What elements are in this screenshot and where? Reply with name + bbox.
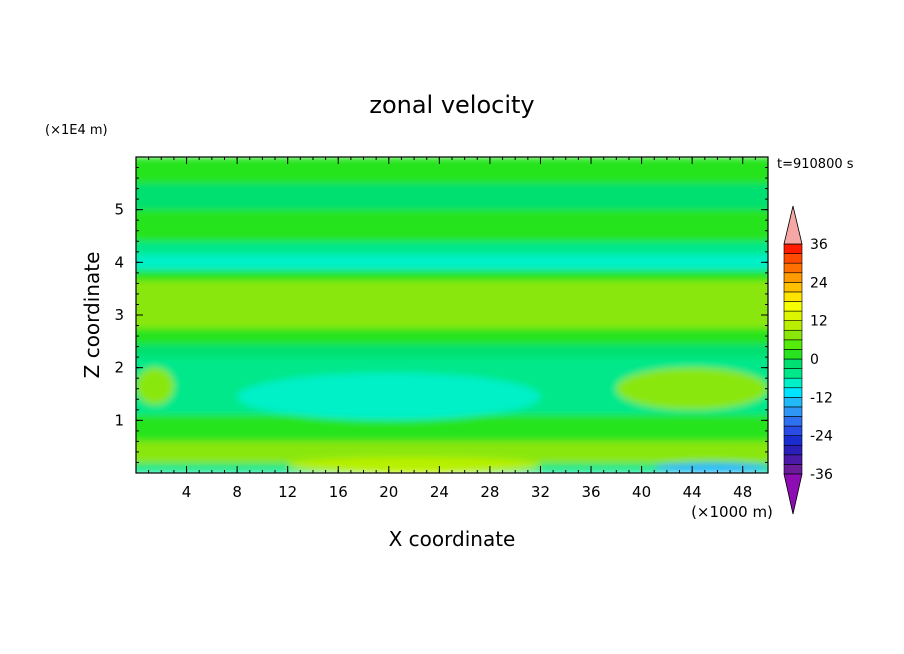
x-tick-label: 12: [278, 483, 297, 501]
colorbar-tick-label: -24: [810, 429, 833, 445]
contour-band: [136, 441, 768, 464]
colorbar-segment: [783, 444, 803, 456]
colorbar-segment: [783, 377, 803, 389]
colorbar-segment: [783, 349, 803, 360]
colorbar: 36 24 12 0 -12 -24 -36: [783, 205, 833, 515]
x-tick-label: 36: [581, 483, 600, 501]
colorbar-over-arrow: [783, 205, 803, 245]
colorbar-tick-label: 24: [810, 275, 828, 291]
contour-band: [136, 254, 768, 271]
colorbar-segment: [783, 339, 803, 350]
colorbar-segment: [783, 406, 803, 417]
x-tick-label: 20: [379, 483, 398, 501]
x-tick-label: 48: [733, 483, 752, 501]
chart-title: zonal velocity: [369, 91, 534, 119]
contour-band: [136, 280, 768, 329]
y-tick-label: 2: [114, 359, 124, 377]
contour-band: [136, 183, 768, 210]
colorbar-segment: [783, 282, 803, 293]
colorbar-tick-label: 12: [810, 314, 828, 330]
contour-feature: [654, 462, 768, 473]
colorbar-segment: [783, 464, 803, 475]
colorbar-segment: [783, 425, 803, 436]
y-axis-label: Z coordinate: [80, 252, 104, 379]
y-axis: 1 2 3 4 5: [114, 167, 768, 463]
colorbar-tick-label: 36: [810, 237, 828, 253]
colorbar-segment: [783, 397, 803, 408]
colorbar-segment: [783, 320, 803, 331]
colorbar-tick-label: -36: [810, 467, 833, 483]
x-tick-label: 24: [430, 483, 449, 501]
colorbar-tick-label: 0: [810, 352, 819, 368]
colorbar-segment: [783, 368, 803, 379]
colorbar-under-arrow: [783, 473, 803, 515]
colorbar-segment: [783, 329, 803, 341]
contour-band: [136, 209, 768, 242]
x-tick-label: 40: [632, 483, 651, 501]
x-axis-label: X coordinate: [389, 527, 516, 551]
contour-band: [136, 241, 768, 255]
contour-feature: [287, 457, 541, 473]
colorbar-tick-label: -12: [810, 390, 833, 406]
contour-field: [136, 157, 768, 473]
contour-feature: [237, 372, 541, 421]
y-tick-label: 3: [114, 306, 124, 324]
x-unit-label: (×1000 m): [691, 503, 773, 521]
x-axis: 4 8 12 16 20 24 28 32 36 40 44 48: [148, 157, 756, 501]
x-tick-label: 4: [182, 483, 192, 501]
x-tick-label: 44: [683, 483, 702, 501]
colorbar-segment: [783, 262, 803, 274]
y-tick-label: 5: [114, 201, 124, 219]
y-tick-label: 4: [114, 253, 124, 271]
y-unit-label: (×1E4 m): [45, 123, 108, 138]
plot-area: [136, 157, 768, 473]
colorbar-segment: [783, 243, 803, 254]
contour-band: [136, 270, 768, 281]
colorbar-segment: [783, 454, 803, 465]
contour-band: [136, 157, 768, 184]
contour-band: [136, 343, 768, 358]
contour-band: [136, 415, 768, 442]
contour-band: [136, 328, 768, 344]
x-tick-label: 8: [232, 483, 242, 501]
contour-feature: [616, 367, 768, 410]
colorbar-segment: [783, 416, 803, 427]
colorbar-segment: [783, 435, 803, 446]
colorbar-segment: [783, 387, 803, 398]
y-tick-label: 1: [114, 411, 124, 429]
x-tick-label: 28: [480, 483, 499, 501]
time-label: t=910800 s: [777, 157, 854, 172]
colorbar-segment: [783, 272, 803, 283]
x-tick-label: 32: [531, 483, 550, 501]
colorbar-segment: [783, 301, 803, 312]
colorbar-segment: [783, 358, 803, 369]
colorbar-segment: [783, 310, 803, 321]
colorbar-segment: [783, 291, 803, 302]
contour-feature: [136, 367, 174, 405]
x-tick-label: 16: [329, 483, 348, 501]
colorbar-segment: [783, 253, 803, 264]
